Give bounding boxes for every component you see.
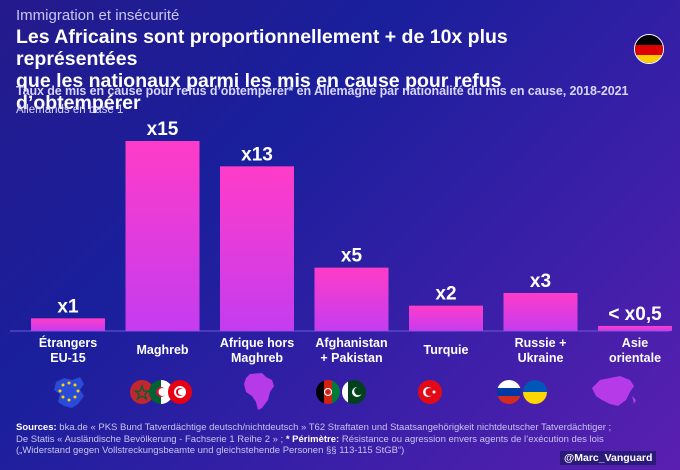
data-label-4: x2 (435, 284, 456, 305)
category-label-6: Asie orientale (609, 336, 661, 365)
tunisia-flag-icon (168, 380, 192, 404)
category-label-1: Maghreb (136, 343, 188, 357)
data-label-5: x3 (530, 271, 551, 292)
afghanistan-flag-icon (316, 380, 340, 404)
bar-3 (314, 267, 389, 331)
bar-1 (125, 141, 200, 331)
ukraine-flag-icon (523, 380, 547, 404)
sources-line-3: („Widerstand gegen Vollstreckungsbeamte … (16, 445, 405, 456)
page-title: Les Africains sont proportionnellement +… (16, 26, 626, 114)
bar-0 (31, 318, 105, 331)
category-label-3: Afghanistan + Pakistan (315, 336, 387, 365)
bar-2 (220, 166, 294, 331)
data-label-3: x5 (341, 246, 363, 267)
sources-line-2a: De Statis « Ausländische Bevölkerung - F… (16, 433, 286, 445)
bar-chart: x1 Étrangers EU-15 x15 Maghreb x13 Afrique hor… (10, 119, 672, 365)
pakistan-flag-icon (342, 380, 366, 404)
germany-flag-icon (634, 34, 664, 64)
bar-6 (598, 325, 672, 331)
africa-map-icon (244, 373, 274, 410)
category-label-5: Russie + Ukraine (515, 336, 567, 365)
category-label-0: Étrangers EU-15 (39, 335, 97, 365)
bar-5 (503, 293, 578, 331)
chart-subtitle: Taux de mis en cause pour refus d’obtemp… (16, 84, 629, 98)
base-note: Allemands en base 1 (16, 104, 124, 116)
bar-4 (409, 305, 483, 331)
east-asia-map-icon (592, 376, 636, 406)
signature: @Marc_Vanguard (560, 451, 657, 465)
sources-line-2b: Résistance ou agression envers agents de… (339, 433, 604, 445)
sources: Sources: bka.de « PKS Bund Tatverdächtig… (16, 422, 666, 457)
data-label-2: x13 (241, 144, 273, 165)
data-label-0: x1 (57, 296, 79, 317)
title-line-2: que les nationaux parmi les mis en cause… (16, 70, 502, 114)
data-label-1: x15 (147, 119, 179, 140)
eu-flag-icon (54, 377, 84, 408)
title-line-1: Les Africains sont proportionnellement +… (16, 26, 508, 70)
sources-label: Sources: (16, 422, 57, 433)
russia-flag-icon (497, 380, 521, 404)
category-label-4: Turquie (424, 343, 469, 357)
data-label-6: < x0,5 (608, 304, 662, 325)
turkey-flag-icon (418, 380, 442, 404)
category-label-2: Afrique hors Maghreb (220, 336, 294, 365)
perimetre-label: * Périmètre: (285, 433, 340, 445)
kicker: Immigration et insécurité (16, 7, 180, 24)
sources-line-1: bka.de « PKS Bund Tatverdächtige deutsch… (56, 422, 612, 433)
